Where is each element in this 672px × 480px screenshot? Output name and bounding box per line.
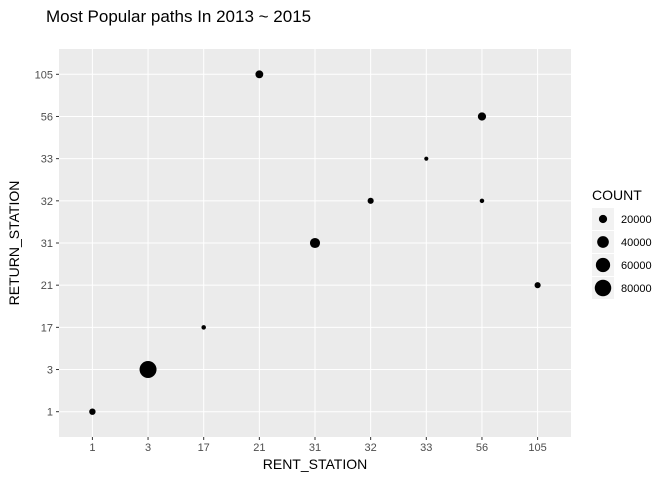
data-point [309, 237, 321, 249]
data-points [89, 70, 541, 415]
y-tick-label: 105 [35, 69, 53, 81]
legend-label: 80000 [621, 283, 652, 295]
y-axis-label: RETURN_STATION [6, 180, 22, 306]
x-tick-label: 1 [89, 442, 95, 454]
y-tick-label: 3 [47, 365, 53, 377]
data-point [477, 112, 487, 121]
legend-key-point [598, 214, 608, 224]
data-point [201, 325, 206, 330]
y-tick-label: 31 [41, 238, 53, 250]
chart-title: Most Popular paths In 2013 ~ 2015 [46, 7, 312, 26]
y-tick-label: 17 [41, 322, 53, 334]
legend-label: 40000 [621, 237, 652, 249]
data-point [534, 282, 541, 289]
data-point [139, 361, 157, 379]
data-point [89, 408, 96, 415]
legend-label: 20000 [621, 214, 652, 226]
legend-key-point [597, 236, 609, 248]
legend-key-point [594, 279, 612, 297]
x-tick-label: 17 [198, 442, 210, 454]
x-tick-label: 32 [365, 442, 377, 454]
y-tick-label: 32 [41, 196, 53, 208]
data-point [424, 156, 429, 161]
legend-label: 60000 [621, 260, 652, 272]
legend-key-point [595, 257, 611, 273]
x-tick-label: 31 [309, 442, 321, 454]
x-axis-label: RENT_STATION [262, 456, 368, 472]
data-point [255, 70, 264, 79]
y-tick-label: 1 [47, 407, 53, 419]
x-tick-label: 3 [145, 442, 151, 454]
size-legend: 20000 40000 60000 80000 [592, 208, 652, 299]
data-point [479, 198, 485, 204]
x-axis-ticks: 1 3 17 21 31 32 33 56 105 [89, 437, 547, 454]
y-tick-label: 56 [41, 111, 53, 123]
y-tick-label: 33 [41, 154, 53, 166]
data-point [367, 197, 374, 204]
x-tick-label: 105 [528, 442, 546, 454]
legend-title: COUNT [592, 187, 642, 203]
x-tick-label: 56 [476, 442, 488, 454]
x-tick-label: 21 [253, 442, 265, 454]
y-tick-label: 21 [41, 280, 53, 292]
x-tick-label: 33 [420, 442, 432, 454]
